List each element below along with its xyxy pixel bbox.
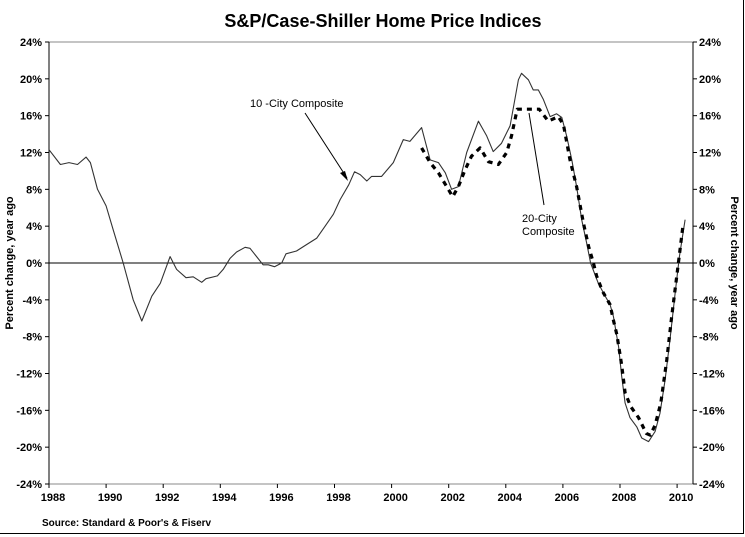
x-tick-label: 2010 [669, 492, 693, 504]
chart-title: S&P/Case-Shiller Home Price Indices [224, 11, 541, 31]
y-tick-label-left: 12% [20, 148, 42, 160]
arrowhead-icon [340, 171, 348, 181]
y-tick-label-right: 12% [699, 148, 721, 160]
y-tick-label-left: -20% [16, 442, 42, 454]
y-tick-label-right: -20% [699, 442, 725, 454]
x-tick-label: 1992 [155, 492, 179, 504]
series-line-20-city-composite [420, 107, 685, 437]
annotation-10-city: 10 -City Composite [250, 98, 344, 110]
y-tick-label-right: 20% [699, 74, 721, 86]
annotation-20-city-line1: 20-City [522, 213, 557, 225]
series-lines [48, 72, 686, 443]
y-axis-label-left: Percent change, year ago [4, 196, 16, 330]
source-note: Source: Standard & Poor's & Fiserv [42, 518, 212, 529]
annotations: 10 -City Composite 20-City Composite [250, 98, 575, 238]
y-tick-label-right: 0% [699, 258, 715, 270]
series-line-10-city-composite [48, 72, 686, 443]
x-tick-label: 2004 [498, 492, 523, 504]
annotation-10-city-arrow [304, 112, 348, 179]
x-tick-label: 1994 [212, 492, 237, 504]
y-tick-label-right: 24% [699, 37, 721, 49]
y-tick-label-left: 0% [26, 258, 42, 270]
y-tick-label-left: 20% [20, 74, 42, 86]
y-tick-label-right: -12% [699, 369, 725, 381]
x-tick-label: 1990 [98, 492, 122, 504]
x-tick-label: 2006 [555, 492, 579, 504]
y-tick-label-right: -16% [699, 405, 725, 417]
y-tick-label-right: 4% [699, 221, 715, 233]
y-tick-label-right: -4% [699, 295, 719, 307]
y-tick-label-left: -12% [16, 369, 42, 381]
annotation-20-city-line2: Composite [522, 226, 575, 238]
y-tick-label-left: 4% [26, 221, 42, 233]
y-tick-label-left: -24% [16, 479, 42, 491]
x-tick-label: 1996 [269, 492, 293, 504]
y-tick-label-left: 8% [26, 184, 42, 196]
annotation-20-city-pointer [528, 112, 545, 206]
y-tick-label-left: 24% [20, 37, 42, 49]
y-tick-label-left: -8% [22, 332, 42, 344]
x-tick-label: 2000 [383, 492, 407, 504]
x-tick-label: 2008 [612, 492, 636, 504]
y-tick-label-right: 16% [699, 111, 721, 123]
y-tick-label-right: -8% [699, 332, 719, 344]
x-tick-label: 1988 [41, 492, 65, 504]
y-axis-label-right: Percent change, year ago [728, 196, 740, 330]
y-tick-label-right: -24% [699, 479, 725, 491]
y-tick-label-left: 16% [20, 111, 42, 123]
y-tick-label-left: -4% [22, 295, 42, 307]
x-tick-label: 2002 [440, 492, 464, 504]
y-tick-label-right: 8% [699, 184, 715, 196]
x-tick-label: 1998 [326, 492, 350, 504]
axes: 24% 24% 20% 20% 16% 16% 12% 12% 8% 8% 4% 4% 0% 0% -4% -… [16, 37, 725, 504]
y-tick-label-left: -16% [16, 405, 42, 417]
